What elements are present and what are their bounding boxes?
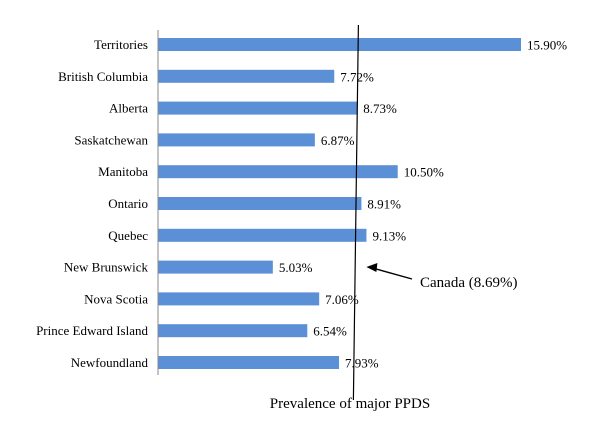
- category-label-territories: Territories: [94, 37, 148, 52]
- bar-manitoba: [158, 165, 398, 179]
- bar-nova-scotia: [158, 292, 320, 306]
- bars-group: [158, 38, 521, 369]
- category-label-saskatchewan: Saskatchewan: [74, 132, 148, 147]
- bar-newfoundland: [158, 356, 340, 369]
- data-label-manitoba: 10.50%: [404, 165, 444, 180]
- category-label-ontario: Ontario: [108, 196, 148, 211]
- data-label-territories: 15.90%: [527, 38, 567, 53]
- data-label-quebec: 9.13%: [372, 228, 406, 243]
- data-label-new-brunswick: 5.03%: [279, 260, 313, 275]
- category-label-prince-edward-island: Prince Edward Island: [36, 323, 148, 338]
- bar-new-brunswick: [158, 260, 273, 274]
- data-label-nova-scotia: 7.06%: [325, 292, 359, 307]
- bar-ontario: [158, 197, 362, 210]
- bar-quebec: [158, 228, 367, 242]
- category-label-manitoba: Manitoba: [98, 164, 148, 179]
- bar-british-columbia: [158, 69, 335, 83]
- canada-reference-line: [352, 24, 359, 401]
- canada-reference-label: Canada (8.69%): [420, 275, 517, 291]
- category-label-nova-scotia: Nova Scotia: [84, 291, 148, 306]
- category-label-new-brunswick: New Brunswick: [64, 260, 149, 275]
- reference-arrow-head: [366, 263, 378, 272]
- category-label-british-columbia: British Columbia: [58, 69, 148, 84]
- bar-saskatchewan: [158, 133, 315, 147]
- data-label-saskatchewan: 6.87%: [321, 133, 355, 148]
- category-label-quebec: Quebec: [108, 228, 148, 243]
- x-axis-title: Prevalence of major PPDS: [270, 396, 430, 412]
- data-label-prince-edward-island: 6.54%: [313, 324, 347, 339]
- category-label-alberta: Alberta: [109, 101, 148, 116]
- bar-alberta: [158, 101, 358, 115]
- data-label-newfoundland: 7.93%: [345, 356, 379, 371]
- bar-prince-edward-island: [158, 324, 308, 338]
- data-label-ontario: 8.91%: [367, 197, 401, 212]
- bar-territories: [158, 38, 521, 51]
- category-label-newfoundland: Newfoundland: [71, 355, 149, 370]
- data-label-alberta: 8.73%: [363, 101, 397, 116]
- reference-arrow-line: [374, 267, 413, 280]
